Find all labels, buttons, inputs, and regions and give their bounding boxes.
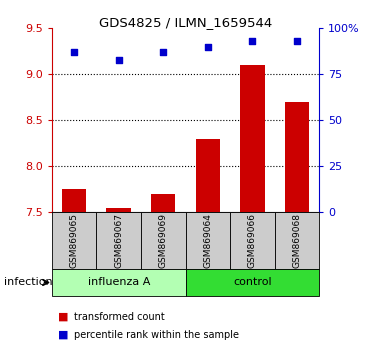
Point xyxy=(205,44,211,50)
Bar xyxy=(275,212,319,269)
Text: GDS4825 / ILMN_1659544: GDS4825 / ILMN_1659544 xyxy=(99,16,272,29)
Bar xyxy=(62,189,86,212)
Bar xyxy=(186,269,319,296)
Text: GSM869068: GSM869068 xyxy=(292,213,301,268)
Bar xyxy=(141,212,186,269)
Text: GSM869064: GSM869064 xyxy=(203,213,212,268)
Text: GSM869066: GSM869066 xyxy=(248,213,257,268)
Text: GSM869069: GSM869069 xyxy=(159,213,168,268)
Bar xyxy=(285,102,309,212)
Text: ■: ■ xyxy=(58,312,68,322)
Text: influenza A: influenza A xyxy=(88,277,150,287)
Bar xyxy=(52,212,96,269)
Bar xyxy=(96,212,141,269)
Bar xyxy=(196,139,220,212)
Text: GSM869065: GSM869065 xyxy=(70,213,79,268)
Text: ■: ■ xyxy=(58,330,68,339)
Text: transformed count: transformed count xyxy=(74,312,165,322)
Point xyxy=(71,50,77,55)
Point xyxy=(294,38,300,44)
Point xyxy=(160,50,166,55)
Bar xyxy=(151,194,175,212)
Point xyxy=(249,38,255,44)
Point xyxy=(116,57,122,62)
Text: GSM869067: GSM869067 xyxy=(114,213,123,268)
Text: infection: infection xyxy=(4,278,52,287)
Bar xyxy=(240,65,265,212)
Bar xyxy=(186,212,230,269)
Bar xyxy=(230,212,275,269)
Bar xyxy=(106,208,131,212)
Text: control: control xyxy=(233,277,272,287)
Text: percentile rank within the sample: percentile rank within the sample xyxy=(74,330,239,339)
Bar xyxy=(52,269,186,296)
